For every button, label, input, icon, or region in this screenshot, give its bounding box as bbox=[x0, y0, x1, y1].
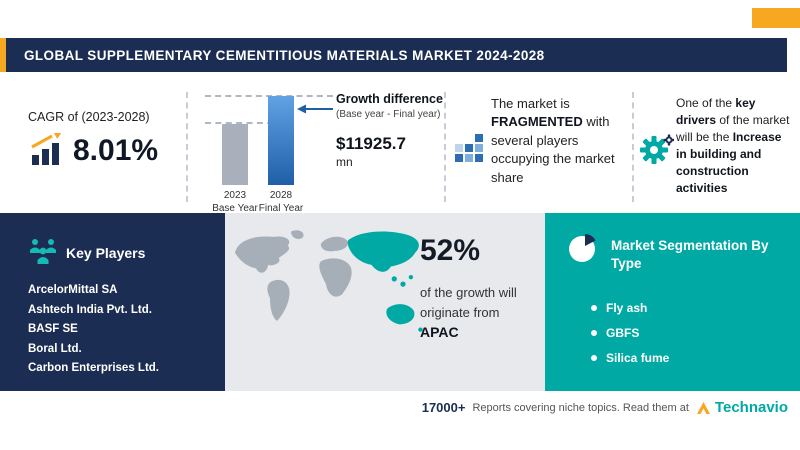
orange-corner-accent bbox=[752, 8, 800, 28]
base-year-level-line bbox=[205, 122, 294, 124]
fragmented-mosaic-icon bbox=[455, 134, 483, 162]
key-players-list: ArcelorMittal SA Ashtech India Pvt. Ltd.… bbox=[28, 284, 159, 382]
driver-mid: of the market will be the bbox=[676, 113, 790, 145]
key-driver-statement: One of the key drivers of the market wil… bbox=[676, 95, 795, 197]
fragmented-post: with several players occupying the marke… bbox=[491, 114, 615, 185]
driver-pre: One of the bbox=[676, 96, 733, 110]
header-orange-accent bbox=[0, 38, 6, 72]
bar-base-year bbox=[222, 124, 248, 185]
cagr-block: 8.01% bbox=[28, 133, 158, 165]
key-player-item: Ashtech India Pvt. Ltd. bbox=[28, 303, 152, 316]
technavio-logo[interactable]: Technavio bbox=[696, 399, 788, 416]
fragmented-pre: The market is bbox=[491, 96, 570, 111]
key-player-item: BASF SE bbox=[28, 323, 78, 335]
gear-icon bbox=[640, 134, 674, 164]
page-title: GLOBAL SUPPLEMENTARY CEMENTITIOUS MATERI… bbox=[24, 47, 545, 63]
pie-chart-icon bbox=[569, 234, 596, 262]
divider-dashed-2 bbox=[444, 92, 446, 202]
bar-caption-base-year: 2023 Base Year bbox=[205, 189, 265, 215]
segmentation-item: Silica fume bbox=[591, 351, 669, 365]
key-player-item: Carbon Enterprises Ltd. bbox=[28, 362, 159, 374]
regional-growth-percent: 52% bbox=[420, 234, 481, 267]
world-map bbox=[235, 230, 423, 332]
regional-text: of the growth will originate from bbox=[420, 285, 517, 320]
brand-name: Technavio bbox=[714, 399, 788, 416]
growth-difference-value: $11925.7 bbox=[336, 134, 406, 153]
segmentation-item: GBFS bbox=[591, 326, 669, 340]
bar-label-final: Final Year bbox=[258, 203, 304, 214]
regional-region: APAC bbox=[420, 324, 459, 340]
growth-bars-icon bbox=[31, 133, 63, 165]
cagr-label: CAGR of (2023-2028) bbox=[28, 110, 150, 124]
bar-year-final: 2028 bbox=[269, 190, 293, 201]
fragmented-statement: The market is FRAGMENTED with several pl… bbox=[491, 95, 623, 187]
key-players-people-icon bbox=[30, 239, 56, 264]
regional-growth-text: of the growth will originate from APAC bbox=[420, 283, 536, 343]
footer-text: Reports covering niche topics. Read them… bbox=[472, 401, 689, 414]
bar-final-year bbox=[268, 96, 294, 185]
growth-difference-title: Growth difference bbox=[336, 92, 443, 106]
report-count: 17000+ bbox=[421, 400, 466, 415]
growth-difference-arrow-icon bbox=[297, 104, 333, 114]
bar-label-base: Base Year bbox=[212, 203, 258, 214]
driver-bold-1: key drivers bbox=[676, 96, 756, 128]
growth-difference-unit: mn bbox=[336, 155, 353, 169]
key-player-item: Boral Ltd. bbox=[28, 342, 82, 355]
driver-bold-2: Increase in building and construction ac… bbox=[676, 130, 782, 196]
segmentation-list: Fly ash GBFS Silica fume bbox=[591, 301, 669, 376]
divider-dashed-1 bbox=[186, 92, 188, 202]
growth-difference-subtitle: (Base year - Final year) bbox=[336, 109, 441, 120]
bar-year-base: 2023 bbox=[223, 190, 247, 201]
header-band: GLOBAL SUPPLEMENTARY CEMENTITIOUS MATERI… bbox=[0, 38, 787, 72]
cagr-value: 8.01% bbox=[73, 133, 159, 167]
technavio-arrow-icon bbox=[696, 401, 710, 414]
key-players-title: Key Players bbox=[66, 245, 146, 261]
key-player-item: ArcelorMittal SA bbox=[28, 284, 118, 296]
footer: 17000+ Reports covering niche topics. Re… bbox=[422, 399, 788, 416]
segmentation-title: Market Segmentation By Type bbox=[611, 238, 769, 271]
divider-dashed-3 bbox=[632, 92, 634, 202]
segmentation-item: Fly ash bbox=[591, 301, 669, 315]
fragmented-highlight: FRAGMENTED bbox=[491, 114, 583, 130]
bar-caption-final-year: 2028 Final Year bbox=[251, 189, 311, 215]
